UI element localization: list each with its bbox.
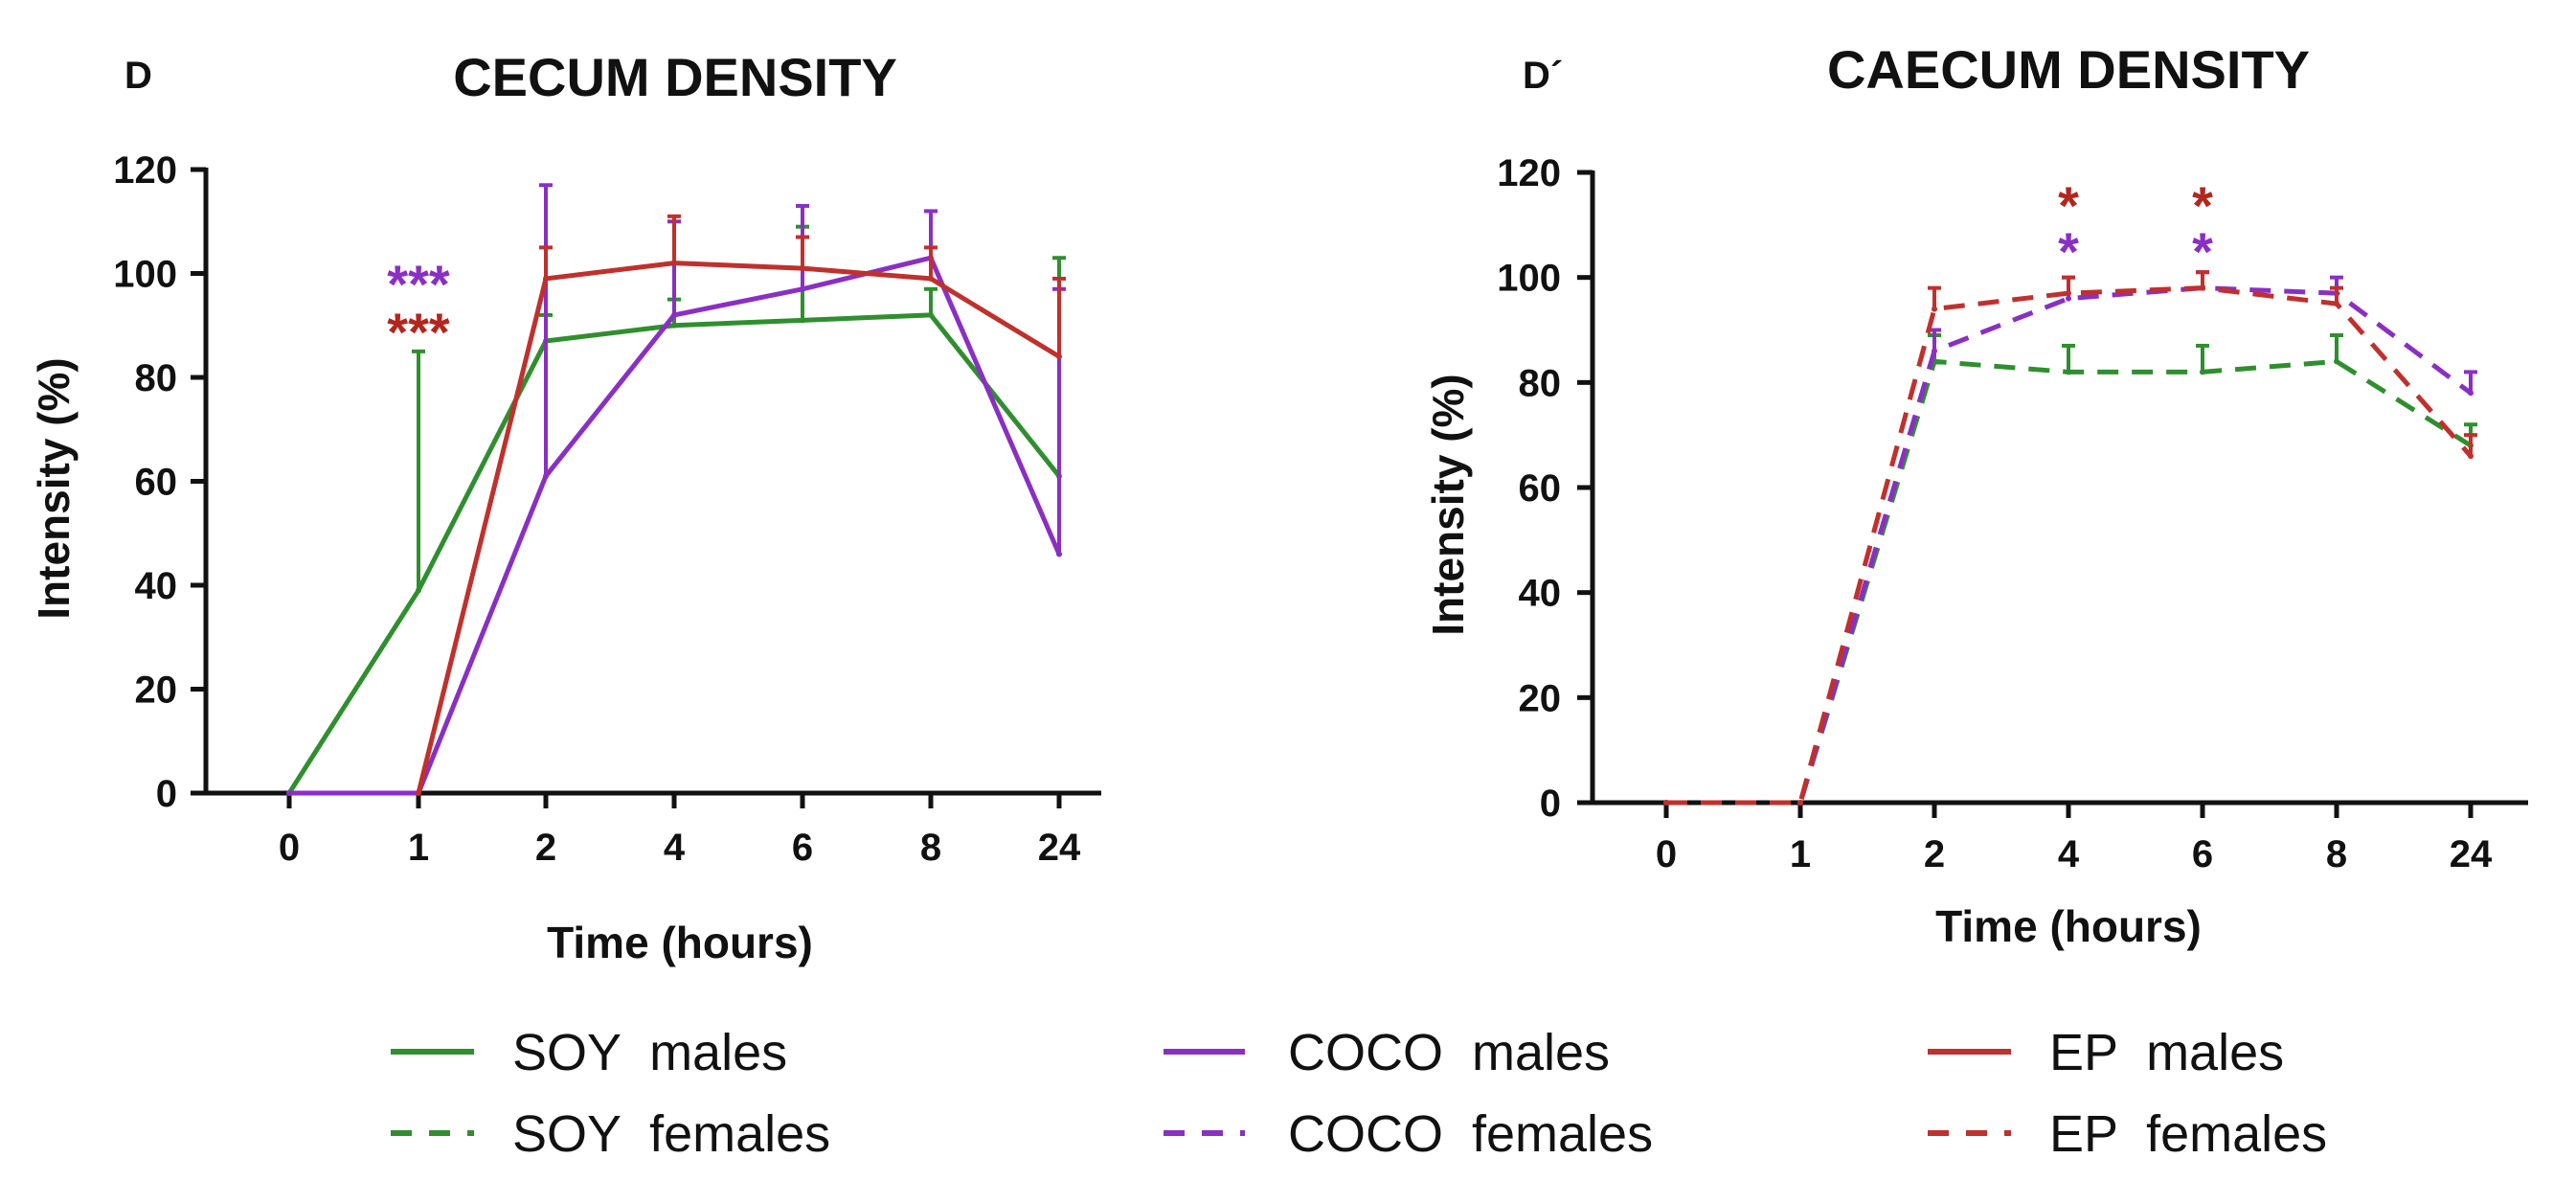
data-point — [671, 311, 677, 318]
x-tick-label: 4 — [664, 827, 686, 869]
significance-marker: *** — [387, 254, 450, 314]
chart-title: CAECUM DENSITY — [1827, 39, 2310, 100]
y-tick-label: 120 — [1497, 152, 1561, 194]
data-point — [800, 285, 805, 292]
data-point — [2468, 453, 2474, 460]
data-point — [2468, 390, 2474, 397]
data-point — [2334, 301, 2339, 307]
legend-item: EP males — [1928, 1024, 2284, 1081]
significance-marker: * — [2058, 221, 2079, 282]
x-tick-label: 4 — [2058, 833, 2080, 875]
data-point — [928, 275, 934, 282]
legend-label: SOY males — [512, 1024, 787, 1081]
x-axis-label: Time (hours) — [547, 918, 813, 967]
y-tick-label: 100 — [1497, 258, 1561, 300]
chart-panel-caecum: D´ CAECUM DENSITY Time (hours) Intensity… — [1423, 39, 2528, 951]
legend-item: COCO females — [1164, 1105, 1653, 1163]
legend-item: SOY females — [391, 1105, 830, 1163]
x-tick-label: 6 — [792, 827, 813, 869]
y-tick-label: 20 — [135, 670, 178, 712]
series-ep-females — [1663, 270, 2477, 806]
x-tick-label: 1 — [408, 827, 429, 869]
data-point — [800, 317, 805, 324]
x-tick-label: 1 — [1790, 833, 1811, 875]
data-point — [2066, 295, 2071, 302]
y-axis-label: Intensity (%) — [1423, 374, 1473, 635]
legend-item: COCO males — [1164, 1024, 1610, 1081]
legend-label: SOY females — [512, 1105, 830, 1163]
x-tick-label: 0 — [279, 827, 300, 869]
x-tick-label: 24 — [1038, 827, 1081, 869]
data-point — [416, 587, 421, 594]
legend-label: EP females — [2049, 1105, 2327, 1163]
y-tick-label: 80 — [1519, 362, 1562, 404]
x-tick-label: 0 — [1656, 833, 1677, 875]
y-axis-label: Intensity (%) — [29, 357, 79, 619]
panel-letter: D — [124, 55, 152, 97]
data-point — [1663, 800, 1669, 806]
y-tick-label: 60 — [1519, 467, 1562, 510]
chart-title: CECUM DENSITY — [453, 47, 897, 107]
series-soy-females — [1663, 332, 2477, 806]
legend-item: EP females — [1928, 1105, 2327, 1163]
data-point — [286, 790, 292, 796]
data-point — [1056, 551, 1062, 557]
data-point — [2200, 284, 2205, 291]
data-point — [2066, 369, 2071, 375]
y-tick-label: 120 — [113, 149, 177, 192]
data-point — [2200, 369, 2205, 375]
data-point — [1932, 306, 1937, 312]
data-point — [543, 473, 549, 480]
y-tick-label: 0 — [156, 773, 177, 815]
x-tick-label: 2 — [535, 827, 556, 869]
y-tick-label: 60 — [135, 462, 178, 504]
legend: SOY males COCO males EP males SOY female… — [391, 1024, 2327, 1163]
panel-letter: D´ — [1523, 55, 1563, 97]
legend-label: COCO males — [1288, 1024, 1610, 1081]
x-tick-label: 2 — [1924, 833, 1945, 875]
legend-label: COCO females — [1288, 1105, 1653, 1163]
significance-marker: * — [2192, 221, 2213, 282]
significance-marker: *** — [387, 302, 450, 362]
significance-marker: * — [2058, 175, 2079, 236]
data-point — [928, 311, 934, 318]
data-point — [1932, 348, 1937, 354]
series-line — [1666, 358, 2473, 806]
data-point — [671, 260, 677, 266]
data-point — [1056, 353, 1062, 360]
x-axis-label: Time (hours) — [1935, 901, 2202, 951]
x-tick-label: 6 — [2192, 833, 2213, 875]
y-tick-label: 40 — [135, 565, 178, 607]
data-point — [671, 322, 677, 329]
x-tick-label: 24 — [2450, 833, 2493, 875]
y-tick-label: 20 — [1519, 677, 1562, 719]
data-point — [416, 790, 421, 796]
x-tick-label: 8 — [920, 827, 941, 869]
legend-item: SOY males — [391, 1024, 787, 1081]
y-tick-label: 0 — [1540, 783, 1561, 825]
data-point — [2066, 290, 2071, 297]
data-point — [543, 275, 549, 282]
y-tick-label: 100 — [113, 254, 177, 296]
series-line — [416, 261, 1061, 794]
significance-marker: * — [2192, 175, 2213, 236]
chart-panel-cecum: D CECUM DENSITY Time (hours) Intensity (… — [29, 47, 1101, 967]
y-tick-label: 80 — [135, 357, 178, 399]
legend-label: EP males — [2049, 1024, 2284, 1081]
data-point — [800, 265, 805, 272]
series-ep-males — [416, 214, 1066, 796]
data-point — [2334, 358, 2339, 365]
x-tick-label: 8 — [2326, 833, 2347, 875]
series-line — [286, 312, 1061, 795]
y-tick-label: 40 — [1519, 573, 1562, 615]
data-point — [1797, 800, 1803, 806]
